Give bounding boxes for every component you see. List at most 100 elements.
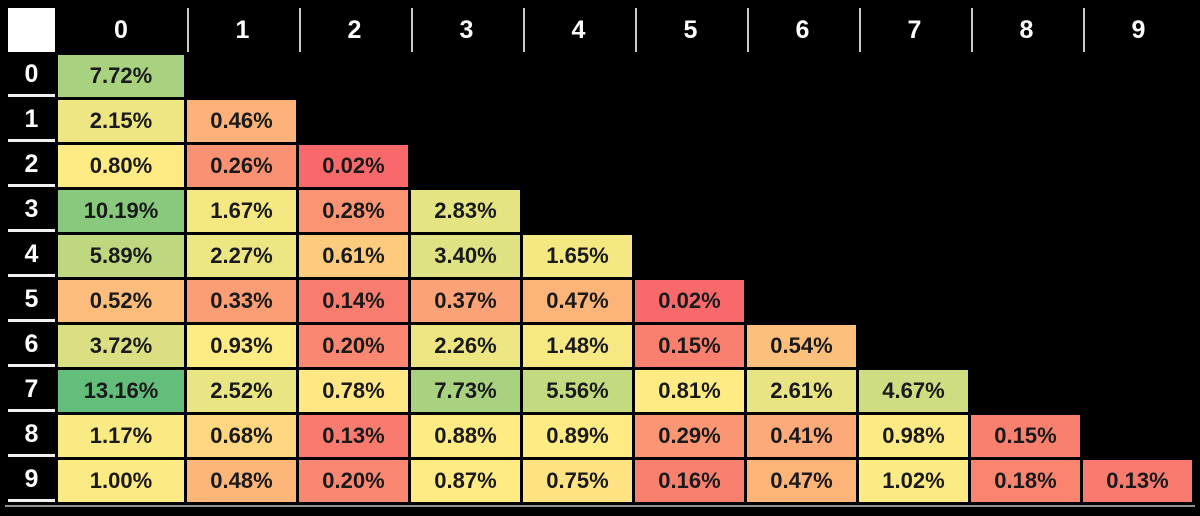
heatmap-cell-r9-c7[interactable]: 1.02% [859,460,968,502]
empty-cell [1083,100,1192,142]
empty-cell [1083,370,1192,412]
heatmap-cell-r7-c1[interactable]: 2.52% [187,370,296,412]
heatmap-cell-r7-c3[interactable]: 7.73% [411,370,520,412]
heatmap-cell-r4-c4[interactable]: 1.65% [523,235,632,277]
heatmap-cell-r6-c4[interactable]: 1.48% [523,325,632,367]
heatmap-cell-r5-c2[interactable]: 0.14% [299,280,408,322]
heatmap-cell-r8-c7[interactable]: 0.98% [859,415,968,457]
heatmap-cell-r2-c2[interactable]: 0.02% [299,145,408,187]
heatmap-cell-r4-c1[interactable]: 2.27% [187,235,296,277]
heatmap-cell-r7-c4[interactable]: 5.56% [523,370,632,412]
heatmap-cell-r6-c0[interactable]: 3.72% [58,325,184,367]
heatmap-cell-r3-c3[interactable]: 2.83% [411,190,520,232]
row-header-0[interactable]: 0 [8,55,55,97]
select-all-corner-cell[interactable] [8,8,55,52]
empty-cell [747,280,856,322]
column-header-3[interactable]: 3 [411,8,520,52]
table-row-4: 4 5.89% 2.27% 0.61% 3.40% 1.65% [8,235,1192,277]
heatmap-cell-r1-c1[interactable]: 0.46% [187,100,296,142]
row-header-8[interactable]: 8 [8,415,55,457]
heatmap-cell-r5-c0[interactable]: 0.52% [58,280,184,322]
heatmap-cell-r5-c1[interactable]: 0.33% [187,280,296,322]
heatmap-cell-r4-c2[interactable]: 0.61% [299,235,408,277]
heatmap-cell-r6-c1[interactable]: 0.93% [187,325,296,367]
row-header-6[interactable]: 6 [8,325,55,367]
heatmap-cell-r7-c7[interactable]: 4.67% [859,370,968,412]
heatmap-cell-r9-c4[interactable]: 0.75% [523,460,632,502]
heatmap-cell-r8-c4[interactable]: 0.89% [523,415,632,457]
heatmap-cell-r9-c1[interactable]: 0.48% [187,460,296,502]
empty-cell [635,100,744,142]
column-header-4[interactable]: 4 [523,8,632,52]
empty-cell [299,100,408,142]
row-header-5[interactable]: 5 [8,280,55,322]
empty-cell [971,100,1080,142]
empty-cell [635,145,744,187]
heatmap-cell-r6-c3[interactable]: 2.26% [411,325,520,367]
heatmap-cell-r2-c1[interactable]: 0.26% [187,145,296,187]
empty-cell [1083,325,1192,367]
empty-cell [1083,280,1192,322]
column-header-5[interactable]: 5 [635,8,744,52]
heatmap-cell-r8-c8[interactable]: 0.15% [971,415,1080,457]
empty-cell [523,190,632,232]
heatmap-cell-r8-c1[interactable]: 0.68% [187,415,296,457]
empty-cell [971,370,1080,412]
row-header-4[interactable]: 4 [8,235,55,277]
heatmap-cell-r2-c0[interactable]: 0.80% [58,145,184,187]
heatmap-cell-r6-c5[interactable]: 0.15% [635,325,744,367]
column-header-7[interactable]: 7 [859,8,968,52]
empty-cell [411,145,520,187]
heatmap-cell-r0-c0[interactable]: 7.72% [58,55,184,97]
empty-cell [747,100,856,142]
heatmap-cell-r6-c2[interactable]: 0.20% [299,325,408,367]
column-header-2[interactable]: 2 [299,8,408,52]
empty-cell [1083,190,1192,232]
heatmap-cell-r7-c0[interactable]: 13.16% [58,370,184,412]
heatmap-cell-r7-c2[interactable]: 0.78% [299,370,408,412]
heatmap-cell-r9-c3[interactable]: 0.87% [411,460,520,502]
table-row-7: 7 13.16% 2.52% 0.78% 7.73% 5.56% 0.81% 2.61% 4.6… [8,370,1192,412]
heatmap-cell-r9-c9[interactable]: 0.13% [1083,460,1192,502]
empty-cell [747,55,856,97]
table-row-1: 1 2.15% 0.46% [8,100,1192,142]
column-header-0[interactable]: 0 [58,8,184,52]
heatmap-cell-r8-c6[interactable]: 0.41% [747,415,856,457]
heatmap-cell-r9-c5[interactable]: 0.16% [635,460,744,502]
heatmap-cell-r8-c2[interactable]: 0.13% [299,415,408,457]
heatmap-cell-r7-c6[interactable]: 2.61% [747,370,856,412]
heatmap-cell-r9-c6[interactable]: 0.47% [747,460,856,502]
row-header-2[interactable]: 2 [8,145,55,187]
heatmap-cell-r9-c8[interactable]: 0.18% [971,460,1080,502]
column-header-8[interactable]: 8 [971,8,1080,52]
heatmap-cell-r3-c2[interactable]: 0.28% [299,190,408,232]
heatmap-cell-r7-c5[interactable]: 0.81% [635,370,744,412]
row-header-3[interactable]: 3 [8,190,55,232]
heatmap-cell-r8-c3[interactable]: 0.88% [411,415,520,457]
row-header-7[interactable]: 7 [8,370,55,412]
heatmap-cell-r8-c0[interactable]: 1.17% [58,415,184,457]
empty-cell [859,55,968,97]
heatmap-cell-r1-c0[interactable]: 2.15% [58,100,184,142]
empty-cell [971,190,1080,232]
column-header-6[interactable]: 6 [747,8,856,52]
heatmap-cell-r5-c5[interactable]: 0.02% [635,280,744,322]
empty-cell [635,235,744,277]
heatmap-cell-r4-c0[interactable]: 5.89% [58,235,184,277]
heatmap-cell-r9-c2[interactable]: 0.20% [299,460,408,502]
heatmap-cell-r9-c0[interactable]: 1.00% [58,460,184,502]
heatmap-cell-r5-c3[interactable]: 0.37% [411,280,520,322]
heatmap-cell-r3-c1[interactable]: 1.67% [187,190,296,232]
heatmap-cell-r3-c0[interactable]: 10.19% [58,190,184,232]
row-header-1[interactable]: 1 [8,100,55,142]
heatmap-cell-r5-c4[interactable]: 0.47% [523,280,632,322]
heatmap-cell-r6-c6[interactable]: 0.54% [747,325,856,367]
heatmap-cell-r4-c3[interactable]: 3.40% [411,235,520,277]
heatmap-cell-r8-c5[interactable]: 0.29% [635,415,744,457]
empty-cell [859,100,968,142]
empty-cell [859,280,968,322]
row-header-9[interactable]: 9 [8,460,55,502]
column-header-9[interactable]: 9 [1083,8,1192,52]
column-header-1[interactable]: 1 [187,8,296,52]
